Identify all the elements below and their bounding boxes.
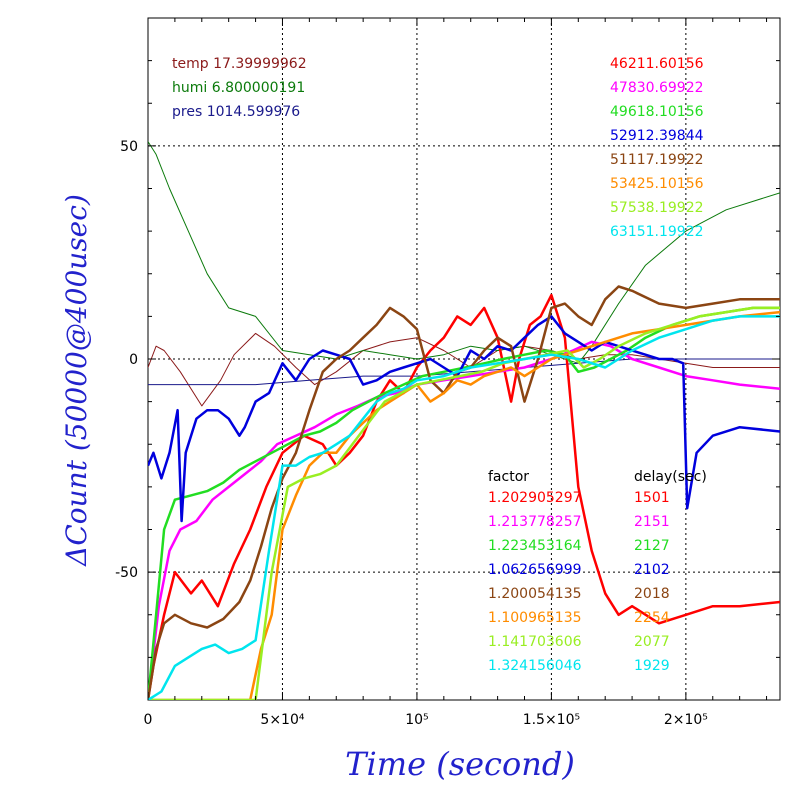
series-line-4	[148, 340, 780, 700]
delay-value-5: 2254	[634, 610, 670, 626]
delay-value-7: 1929	[634, 658, 670, 674]
env-reading-2: pres 1014.599976	[172, 104, 300, 120]
factor-value-5: 1.100965135	[488, 610, 582, 626]
factor-header: factor	[488, 469, 529, 485]
factor-value-3: 1.062656999	[488, 562, 582, 578]
x-tick-label: 0	[144, 712, 153, 728]
y-axis-label: ΔCount (50000@400usec)	[60, 194, 93, 567]
series-line-6	[148, 315, 780, 523]
env-reading-1: humi 6.800000191	[172, 80, 305, 96]
y-tick-label: 50	[120, 139, 138, 155]
series-line-9	[148, 306, 780, 700]
annotations: temp 17.39999962 humi 6.800000191 pres 101…	[172, 56, 707, 674]
x-tick-label: 2×10⁵	[664, 712, 708, 728]
count-value-6: 57538.19922	[610, 200, 704, 216]
factor-value-2: 1.223453164	[488, 538, 582, 554]
x-axis-label: Time (second)	[345, 745, 575, 783]
delay-value-0: 1501	[634, 490, 670, 506]
factor-value-6: 1.141703606	[488, 634, 582, 650]
delay-value-3: 2102	[634, 562, 670, 578]
count-value-1: 47830.69922	[610, 80, 704, 96]
delay-value-2: 2127	[634, 538, 670, 554]
count-value-7: 63151.19922	[610, 224, 704, 240]
factor-value-4: 1.200054135	[488, 586, 582, 602]
series-line-10	[148, 315, 780, 700]
count-value-3: 52912.39844	[610, 128, 704, 144]
series-layer	[148, 141, 780, 700]
delay-value-4: 2018	[634, 586, 670, 602]
series-line-0	[148, 332, 780, 407]
delay-value-1: 2151	[634, 514, 670, 530]
count-value-5: 53425.10156	[610, 176, 704, 192]
x-tick-label: 10⁵	[405, 712, 428, 728]
delay-value-6: 2077	[634, 634, 670, 650]
series-line-7	[148, 285, 780, 700]
factor-value-0: 1.202905297	[488, 490, 582, 506]
series-line-5	[148, 306, 780, 700]
series-line-3	[148, 293, 780, 700]
y-tick-label: -50	[115, 565, 138, 581]
ticks: 0 5×10⁴ 10⁵ 1.5×10⁵ 2×10⁵ -50 0 50	[115, 18, 780, 728]
count-value-4: 51117.19922	[610, 152, 704, 168]
x-tick-label: 1.5×10⁵	[523, 712, 580, 728]
env-reading-0: temp 17.39999962	[172, 56, 307, 72]
y-tick-label: 0	[129, 352, 138, 368]
series-line-1	[148, 141, 780, 364]
factor-value-1: 1.213778257	[488, 514, 582, 530]
delay-header: delay(sec)	[634, 469, 707, 485]
series-line-8	[148, 310, 780, 700]
x-tick-label: 5×10⁴	[260, 712, 304, 728]
count-value-0: 46211.60156	[610, 56, 704, 72]
count-value-2: 49618.10156	[610, 104, 704, 120]
series-line-2	[148, 358, 780, 386]
factor-value-7: 1.324156046	[488, 658, 582, 674]
